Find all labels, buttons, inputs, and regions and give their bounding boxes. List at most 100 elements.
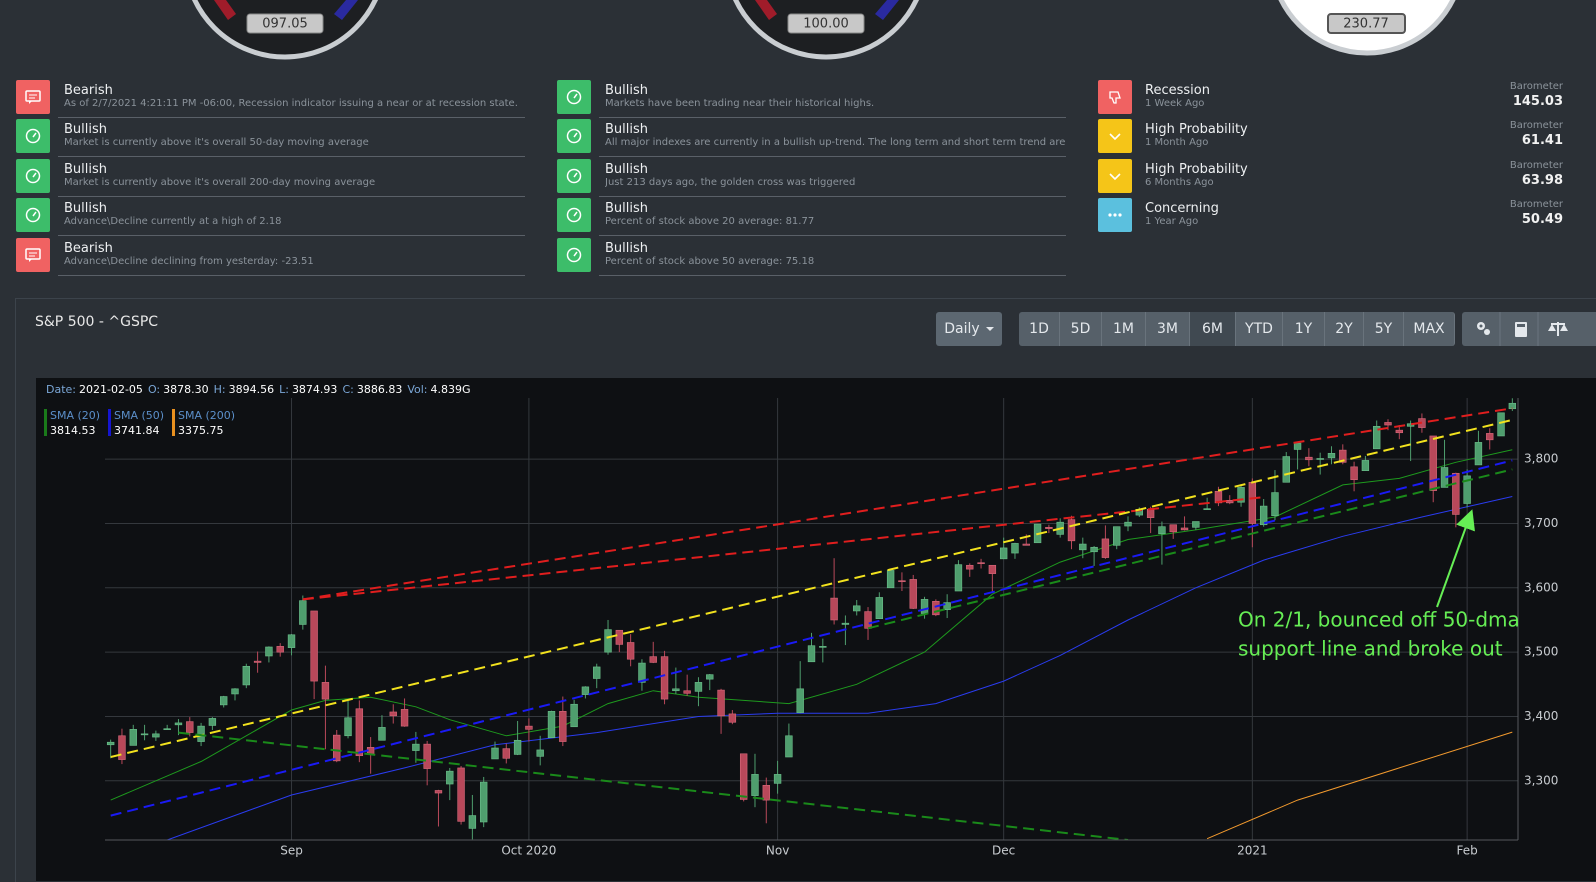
barometer-detail: 1 Year Ago (1145, 216, 1199, 228)
x-tick-label: Sep (280, 844, 303, 858)
panel-title: S&P 500 - ^GSPC (35, 314, 159, 330)
x-tick-label: Dec (992, 844, 1015, 858)
barometer-detail: 1 Week Ago (1145, 98, 1205, 109)
signal-detail: Market is currently above it's overall 5… (64, 137, 369, 149)
gauges: 097.05 100.00 230.77 (191, 0, 1456, 60)
icon-glyph (25, 207, 41, 223)
barometer-label: Barometer (1509, 120, 1563, 132)
signal-title: Bearish (64, 83, 113, 98)
candle-body (1395, 429, 1403, 434)
x-tick-label: Oct 2020 (501, 844, 556, 858)
candle-body (1079, 543, 1087, 551)
barometer-label: Barometer (1509, 199, 1563, 211)
icon-glyph (1109, 173, 1121, 180)
signal-row: Bullish Markets have been trading near th… (557, 80, 1067, 118)
candle-body (785, 735, 793, 758)
range-button[interactable]: 1D (1019, 312, 1060, 346)
header-value: 3894.56 (229, 383, 275, 396)
candle-body (819, 646, 827, 648)
header-value: 3874.93 (292, 383, 338, 396)
signal-row: Bullish Advance\Decline currently at a hi… (16, 198, 526, 237)
candle-body (400, 709, 409, 727)
status-icon (557, 119, 591, 154)
candle-body (1293, 442, 1302, 450)
candle-body (1237, 487, 1245, 503)
icon-glyph (566, 129, 582, 144)
candle-body (1373, 426, 1381, 450)
trend-line (178, 731, 1129, 840)
y-tick-label: 3,300 (1524, 773, 1558, 787)
range-button[interactable]: YTD (1236, 312, 1283, 346)
legend-swatch (44, 409, 47, 436)
gauge-value: 097.05 (262, 17, 308, 32)
signal-title: Bullish (605, 201, 649, 217)
candle-body (898, 580, 906, 583)
row-divider (58, 235, 525, 237)
range-button[interactable]: 3M (1146, 312, 1190, 346)
candle-body (977, 562, 985, 565)
candle-body (773, 774, 782, 784)
candle-body (1452, 472, 1460, 515)
candle-body (638, 662, 646, 683)
candle-body (717, 689, 725, 717)
header-label: H: (214, 383, 226, 396)
candle-body (1248, 481, 1257, 524)
interval-dropdown[interactable]: Daily (936, 312, 1002, 346)
gauge-value: 100.00 (803, 17, 849, 32)
row-divider (58, 274, 525, 276)
candle-body (118, 735, 126, 760)
candle-body (446, 770, 454, 785)
candle-body (1339, 449, 1347, 463)
trend-line (302, 407, 1513, 601)
header-value: 3878.30 (163, 383, 209, 396)
range-button[interactable]: 1Y (1283, 312, 1325, 346)
candle-body (1361, 460, 1370, 472)
range-button[interactable]: 5D (1060, 312, 1102, 346)
status-icon (16, 198, 50, 233)
range-button[interactable]: 2Y (1325, 312, 1364, 346)
candle-body (310, 610, 318, 682)
gauge: 230.77 (1278, 0, 1456, 56)
gauge: 100.00 (732, 0, 920, 60)
caret (985, 327, 994, 331)
row-divider (599, 274, 1066, 276)
candle-body (739, 753, 748, 800)
signal-detail: As of 2/7/2021 4:21:11 PM -06:00, Recess… (64, 98, 518, 109)
candle-body (1463, 475, 1471, 504)
barometer-value: 61.41 (1521, 133, 1563, 149)
candle-body (1305, 456, 1313, 461)
range-button[interactable]: 5Y (1364, 312, 1404, 346)
range-button[interactable]: 6M (1190, 312, 1236, 346)
signal-title: Bullish (64, 122, 108, 138)
legend-value: 3741.84 (114, 424, 160, 437)
row-divider (599, 117, 1066, 118)
signal-title: Bullish (605, 240, 649, 256)
barometer-label: Barometer (1509, 159, 1563, 171)
candle-body (378, 727, 386, 741)
y-tick-label: 3,400 (1524, 709, 1558, 723)
range-button[interactable]: MAX (1404, 312, 1455, 346)
barometer-detail: 1 Month Ago (1145, 137, 1209, 149)
candle-body (1180, 527, 1189, 531)
candle-body (649, 656, 657, 663)
tool-icons[interactable] (1462, 312, 1596, 346)
row-divider (58, 117, 525, 118)
candle-body (321, 682, 330, 700)
candle-body (807, 645, 816, 663)
x-tick-label: Feb (1457, 844, 1478, 858)
header-label: C: (342, 383, 353, 396)
candle-body (943, 602, 951, 610)
interval-label: Daily (944, 321, 980, 337)
gauge: 097.05 (191, 0, 379, 60)
barometer-row: Recession 1 Week Ago Barometer 145.03 (1098, 80, 1563, 118)
x-tick-label: Nov (766, 844, 789, 858)
candle-body (186, 721, 194, 733)
candle-body (1011, 543, 1019, 554)
signal-detail: Advance\Decline declining from yesterday… (64, 255, 314, 267)
range-button[interactable]: 1M (1102, 312, 1146, 346)
candle-body (694, 682, 703, 692)
candle-body (1486, 433, 1494, 441)
legend-name: SMA (200) (178, 409, 235, 422)
signal-detail: Market is currently above it's overall 2… (64, 176, 376, 188)
barometer-row: High Probability 1 Month Ago Barometer 61.4… (1098, 119, 1563, 157)
